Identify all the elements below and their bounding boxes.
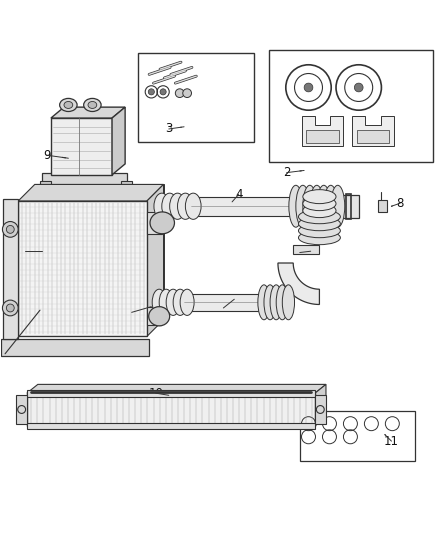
Bar xyxy=(346,193,351,219)
Bar xyxy=(306,130,339,143)
Ellipse shape xyxy=(149,306,170,326)
Ellipse shape xyxy=(88,101,97,108)
Bar xyxy=(27,423,315,430)
Polygon shape xyxy=(147,184,163,336)
Ellipse shape xyxy=(324,185,338,227)
Text: 8: 8 xyxy=(396,197,404,209)
Ellipse shape xyxy=(276,285,288,320)
Ellipse shape xyxy=(7,225,14,233)
Ellipse shape xyxy=(298,210,340,224)
Polygon shape xyxy=(3,199,18,338)
Ellipse shape xyxy=(64,101,73,108)
Ellipse shape xyxy=(152,289,166,316)
Ellipse shape xyxy=(160,89,166,95)
Bar xyxy=(293,245,319,254)
Ellipse shape xyxy=(270,285,283,320)
Ellipse shape xyxy=(303,190,336,204)
Ellipse shape xyxy=(264,285,276,320)
Polygon shape xyxy=(42,173,127,188)
Bar xyxy=(269,51,433,161)
Ellipse shape xyxy=(289,185,303,227)
Ellipse shape xyxy=(310,185,324,227)
Bar xyxy=(300,410,416,461)
Ellipse shape xyxy=(150,212,174,234)
Bar xyxy=(138,53,254,142)
Ellipse shape xyxy=(166,289,180,316)
Text: 3: 3 xyxy=(165,123,173,135)
Ellipse shape xyxy=(303,197,336,211)
Bar xyxy=(378,200,387,212)
Polygon shape xyxy=(18,184,163,201)
Text: 7: 7 xyxy=(219,302,227,314)
Polygon shape xyxy=(27,384,326,393)
Bar xyxy=(357,130,389,143)
Ellipse shape xyxy=(180,289,194,316)
Polygon shape xyxy=(1,338,149,356)
Polygon shape xyxy=(112,107,125,175)
Ellipse shape xyxy=(296,185,310,227)
Ellipse shape xyxy=(331,185,345,227)
Ellipse shape xyxy=(60,99,77,111)
Text: 6: 6 xyxy=(307,245,314,258)
Polygon shape xyxy=(35,184,163,320)
Ellipse shape xyxy=(317,185,331,227)
Ellipse shape xyxy=(304,83,313,92)
Polygon shape xyxy=(302,116,343,147)
Ellipse shape xyxy=(154,193,170,220)
Text: 11: 11 xyxy=(384,434,399,448)
Ellipse shape xyxy=(183,89,191,98)
Ellipse shape xyxy=(3,300,18,316)
Text: 9: 9 xyxy=(43,149,50,161)
Polygon shape xyxy=(147,212,162,234)
Ellipse shape xyxy=(303,185,317,227)
Ellipse shape xyxy=(185,193,201,220)
Ellipse shape xyxy=(159,289,173,316)
Ellipse shape xyxy=(175,89,184,98)
Text: 10: 10 xyxy=(148,386,163,400)
Polygon shape xyxy=(147,306,160,326)
Ellipse shape xyxy=(173,289,187,316)
Text: 1: 1 xyxy=(21,245,28,258)
Text: 4: 4 xyxy=(235,188,242,201)
Ellipse shape xyxy=(303,204,336,217)
Ellipse shape xyxy=(177,193,193,220)
Bar xyxy=(184,294,261,311)
Ellipse shape xyxy=(148,89,154,95)
Polygon shape xyxy=(315,384,326,426)
Polygon shape xyxy=(352,116,394,147)
Ellipse shape xyxy=(162,193,177,220)
Polygon shape xyxy=(16,395,27,424)
Ellipse shape xyxy=(283,285,294,320)
Ellipse shape xyxy=(298,231,340,245)
Bar xyxy=(27,393,315,426)
Ellipse shape xyxy=(258,285,270,320)
Bar xyxy=(27,390,315,398)
Bar xyxy=(18,201,147,336)
Bar xyxy=(121,181,132,192)
Bar xyxy=(337,195,359,217)
Ellipse shape xyxy=(170,193,185,220)
Polygon shape xyxy=(315,395,326,424)
Ellipse shape xyxy=(3,222,18,237)
Ellipse shape xyxy=(298,217,340,231)
Bar xyxy=(191,197,291,216)
Ellipse shape xyxy=(84,99,101,111)
Ellipse shape xyxy=(298,224,340,238)
Ellipse shape xyxy=(7,304,14,312)
Text: 2: 2 xyxy=(283,166,290,179)
Polygon shape xyxy=(278,263,319,304)
Polygon shape xyxy=(51,107,125,118)
Text: 5: 5 xyxy=(128,306,135,319)
Ellipse shape xyxy=(354,83,363,92)
Bar xyxy=(40,181,51,192)
Polygon shape xyxy=(51,118,112,175)
